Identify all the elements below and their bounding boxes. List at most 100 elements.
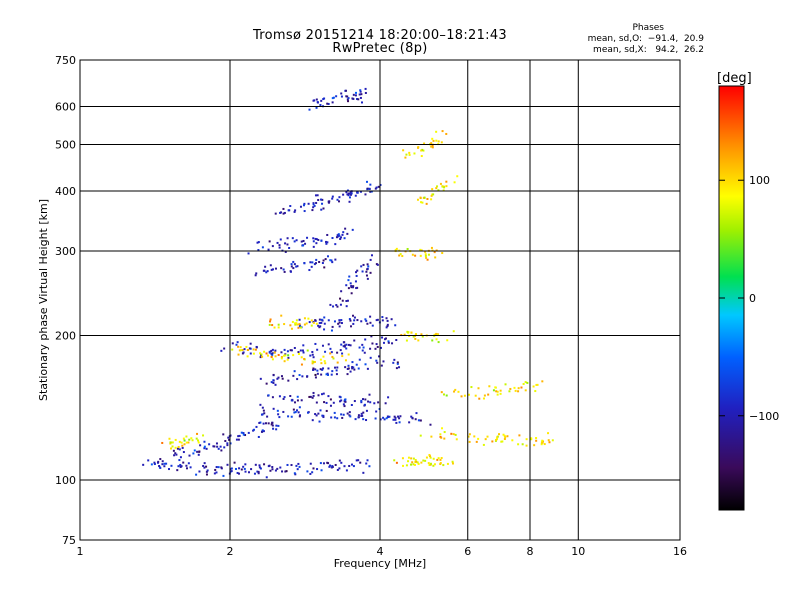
scatter-point [496, 393, 499, 396]
scatter-point [283, 360, 286, 363]
scatter-point [338, 325, 341, 328]
scatter-point [376, 263, 379, 266]
scatter-point [329, 404, 332, 407]
scatter-point [454, 433, 457, 436]
scatter-point [442, 393, 445, 396]
scatter-point [387, 396, 390, 399]
scatter-point [450, 432, 453, 435]
scatter-point [276, 467, 279, 470]
scatter-point [299, 349, 302, 352]
scatter-point [253, 472, 256, 475]
scatter-point [419, 196, 422, 199]
scatter-point [423, 142, 426, 145]
scatter-point [330, 416, 333, 419]
scatter-point [404, 156, 407, 159]
scatter-point [177, 445, 180, 448]
scatter-point [315, 401, 318, 404]
scatter-point [330, 259, 333, 262]
scatter-point [368, 187, 371, 190]
scatter-point [346, 299, 349, 302]
scatter-point [312, 467, 315, 470]
scatter-point [331, 197, 334, 200]
scatter-point [343, 237, 346, 240]
scatter-point [291, 320, 294, 323]
scatter-point [335, 369, 338, 372]
scatter-point [294, 411, 297, 414]
scatter-point [365, 462, 368, 465]
scatter-point [427, 462, 430, 465]
scatter-point [299, 326, 302, 329]
scatter-point [199, 444, 202, 447]
scatter-point [231, 342, 234, 345]
scatter-point [422, 149, 425, 152]
scatter-point [282, 410, 285, 413]
scatter-point [318, 260, 321, 263]
scatter-point [306, 236, 309, 239]
scatter-point [349, 193, 352, 196]
scatter-point [429, 423, 432, 426]
scatter-point [298, 318, 301, 321]
scatter-point [499, 392, 502, 395]
scatter-point [242, 465, 245, 468]
scatter-point [257, 249, 260, 252]
scatter-point [340, 461, 343, 464]
scatter-point [487, 393, 490, 396]
scatter-point [327, 255, 330, 258]
scatter-point [355, 91, 358, 94]
scatter-point [357, 98, 360, 101]
scatter-point [427, 253, 430, 256]
scatter-point [277, 376, 280, 379]
scatter-point [430, 462, 433, 465]
scatter-point [366, 277, 369, 280]
scatter-point [309, 261, 312, 264]
scatter-point [315, 258, 318, 261]
scatter-point [263, 463, 266, 466]
scatter-point [423, 196, 426, 199]
scatter-point [344, 227, 347, 230]
scatter-point [365, 270, 368, 273]
scatter-point [312, 245, 315, 248]
scatter-point [316, 194, 319, 197]
scatter-point [393, 415, 396, 418]
scatter-point [298, 323, 301, 326]
scatter-point [213, 472, 216, 475]
scatter-point [279, 238, 282, 241]
scatter-point [288, 246, 291, 249]
scatter-point [306, 470, 309, 473]
scatter-point [222, 433, 225, 436]
scatter-point [501, 440, 504, 443]
scatter-point [319, 325, 322, 328]
scatter-point [341, 299, 344, 302]
scatter-point [547, 432, 550, 435]
scatter-point [272, 407, 275, 410]
scatter-point [354, 194, 357, 197]
scatter-point [312, 321, 315, 324]
scatter-point [312, 237, 315, 240]
scatter-point [425, 456, 428, 459]
scatter-point [369, 315, 372, 318]
scatter-point [287, 209, 290, 212]
scatter-point [323, 328, 326, 331]
scatter-point [428, 455, 431, 458]
scatter-point [217, 466, 220, 469]
scatter-point [257, 435, 260, 438]
scatter-point [168, 468, 171, 471]
scatter-point [478, 397, 481, 400]
scatter-point [331, 195, 334, 198]
scatter-point [534, 390, 537, 393]
scatter-point [311, 360, 314, 363]
scatter-point [205, 473, 208, 476]
scatter-point [329, 398, 332, 401]
scatter-point [352, 93, 355, 96]
scatter-point [426, 258, 429, 261]
phases-o-stats: mean, sd,O: −91.4, 20.9 [587, 34, 704, 44]
scatter-point [380, 364, 383, 367]
scatter-point [439, 182, 442, 185]
scatter-point [327, 102, 330, 105]
scatter-point [197, 439, 200, 442]
scatter-point [283, 348, 286, 351]
scatter-point [183, 439, 186, 442]
scatter-point [403, 333, 406, 336]
x-tick-label: 2 [227, 545, 234, 558]
scatter-point [170, 447, 173, 450]
